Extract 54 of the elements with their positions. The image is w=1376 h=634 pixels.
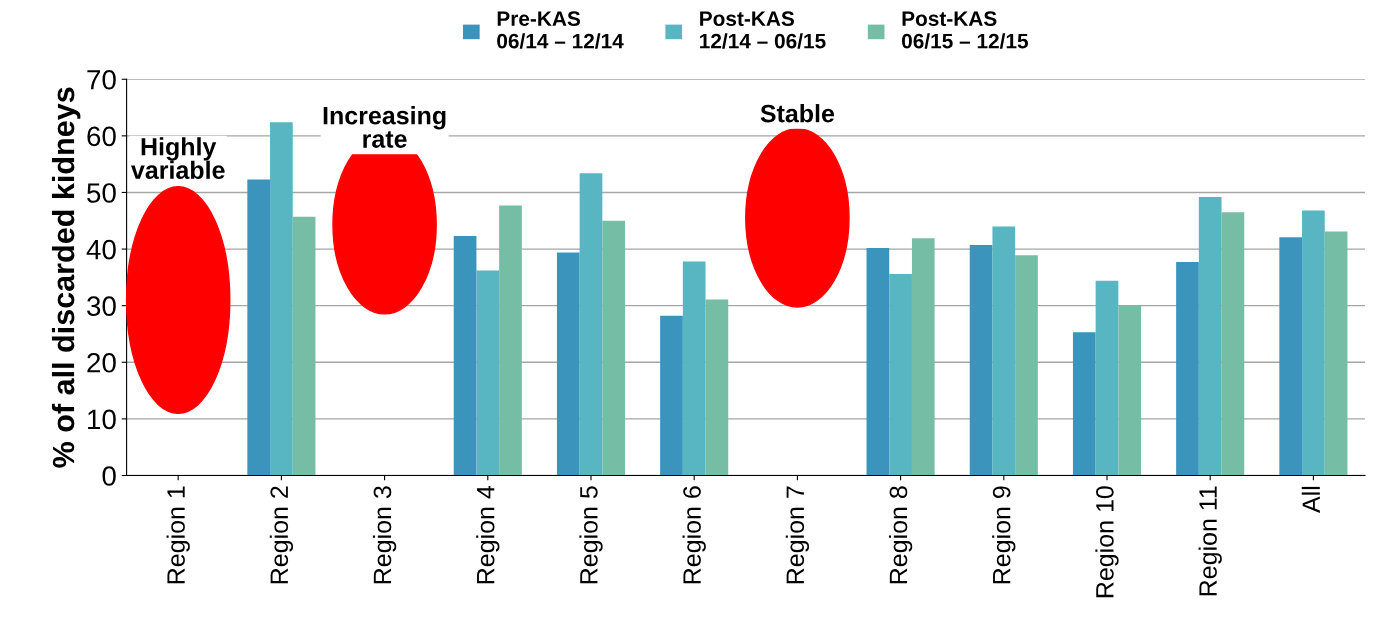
bar <box>556 252 580 476</box>
annotation: Increasing rate <box>323 106 446 148</box>
bar <box>911 238 935 476</box>
bar <box>992 226 1016 476</box>
bar <box>476 270 500 476</box>
bar <box>579 173 603 476</box>
legend-label: Pre-KAS 06/14 – 12/14 <box>497 11 624 49</box>
annotation: Highly variable <box>131 137 225 180</box>
bar <box>889 273 912 476</box>
bar <box>1015 255 1038 476</box>
bar <box>247 179 271 476</box>
y-tick-label: 20 <box>87 352 116 373</box>
bar <box>866 247 890 476</box>
bar <box>270 122 293 476</box>
legend-label: Post-KAS 12/14 – 06/15 <box>700 11 826 49</box>
x-tick-label: Region 10 <box>1095 486 1119 598</box>
bar <box>602 220 626 476</box>
y-tick-label: 10 <box>88 409 116 430</box>
y-tick-label: 50 <box>87 183 116 203</box>
y-tick-label: 40 <box>86 239 116 260</box>
bar <box>682 261 706 476</box>
bar <box>1118 305 1142 476</box>
bar <box>1279 237 1303 476</box>
bar <box>499 205 522 476</box>
x-tick-label: Region 1 <box>166 486 190 584</box>
bar <box>1302 210 1325 476</box>
bar <box>1176 262 1199 476</box>
x-tick-label: Region 2 <box>269 486 294 584</box>
bar <box>1221 212 1245 476</box>
x-tick-label: Region 3 <box>372 486 397 584</box>
y-tick-label: 0 <box>102 466 116 486</box>
x-tick-label: Region 4 <box>476 485 500 584</box>
y-tick-label: 60 <box>87 126 116 147</box>
bar <box>1072 332 1096 476</box>
annotation: Stable <box>760 104 835 123</box>
bar <box>292 216 316 476</box>
x-tick-label: Region 9 <box>992 486 1016 584</box>
bar <box>969 245 993 476</box>
legend-label: Post-KAS 06/15 – 12/15 <box>901 11 1029 49</box>
y-axis-title: % of all discarded kidneys <box>51 87 81 468</box>
bar <box>453 236 477 476</box>
y-tick-label: 70 <box>87 69 116 90</box>
y-tick-label: 30 <box>87 296 116 317</box>
bar <box>1324 231 1348 476</box>
bar <box>1198 196 1222 476</box>
bar <box>705 299 729 476</box>
x-tick-label: All <box>1301 486 1320 513</box>
x-tick-label: Region 8 <box>888 486 913 584</box>
bar <box>1095 280 1119 476</box>
x-tick-label: Region 7 <box>785 486 810 584</box>
x-tick-label: Region 11 <box>1198 486 1222 596</box>
bar <box>660 315 683 476</box>
x-tick-label: Region 6 <box>682 486 706 584</box>
x-tick-label: Region 5 <box>579 486 603 584</box>
